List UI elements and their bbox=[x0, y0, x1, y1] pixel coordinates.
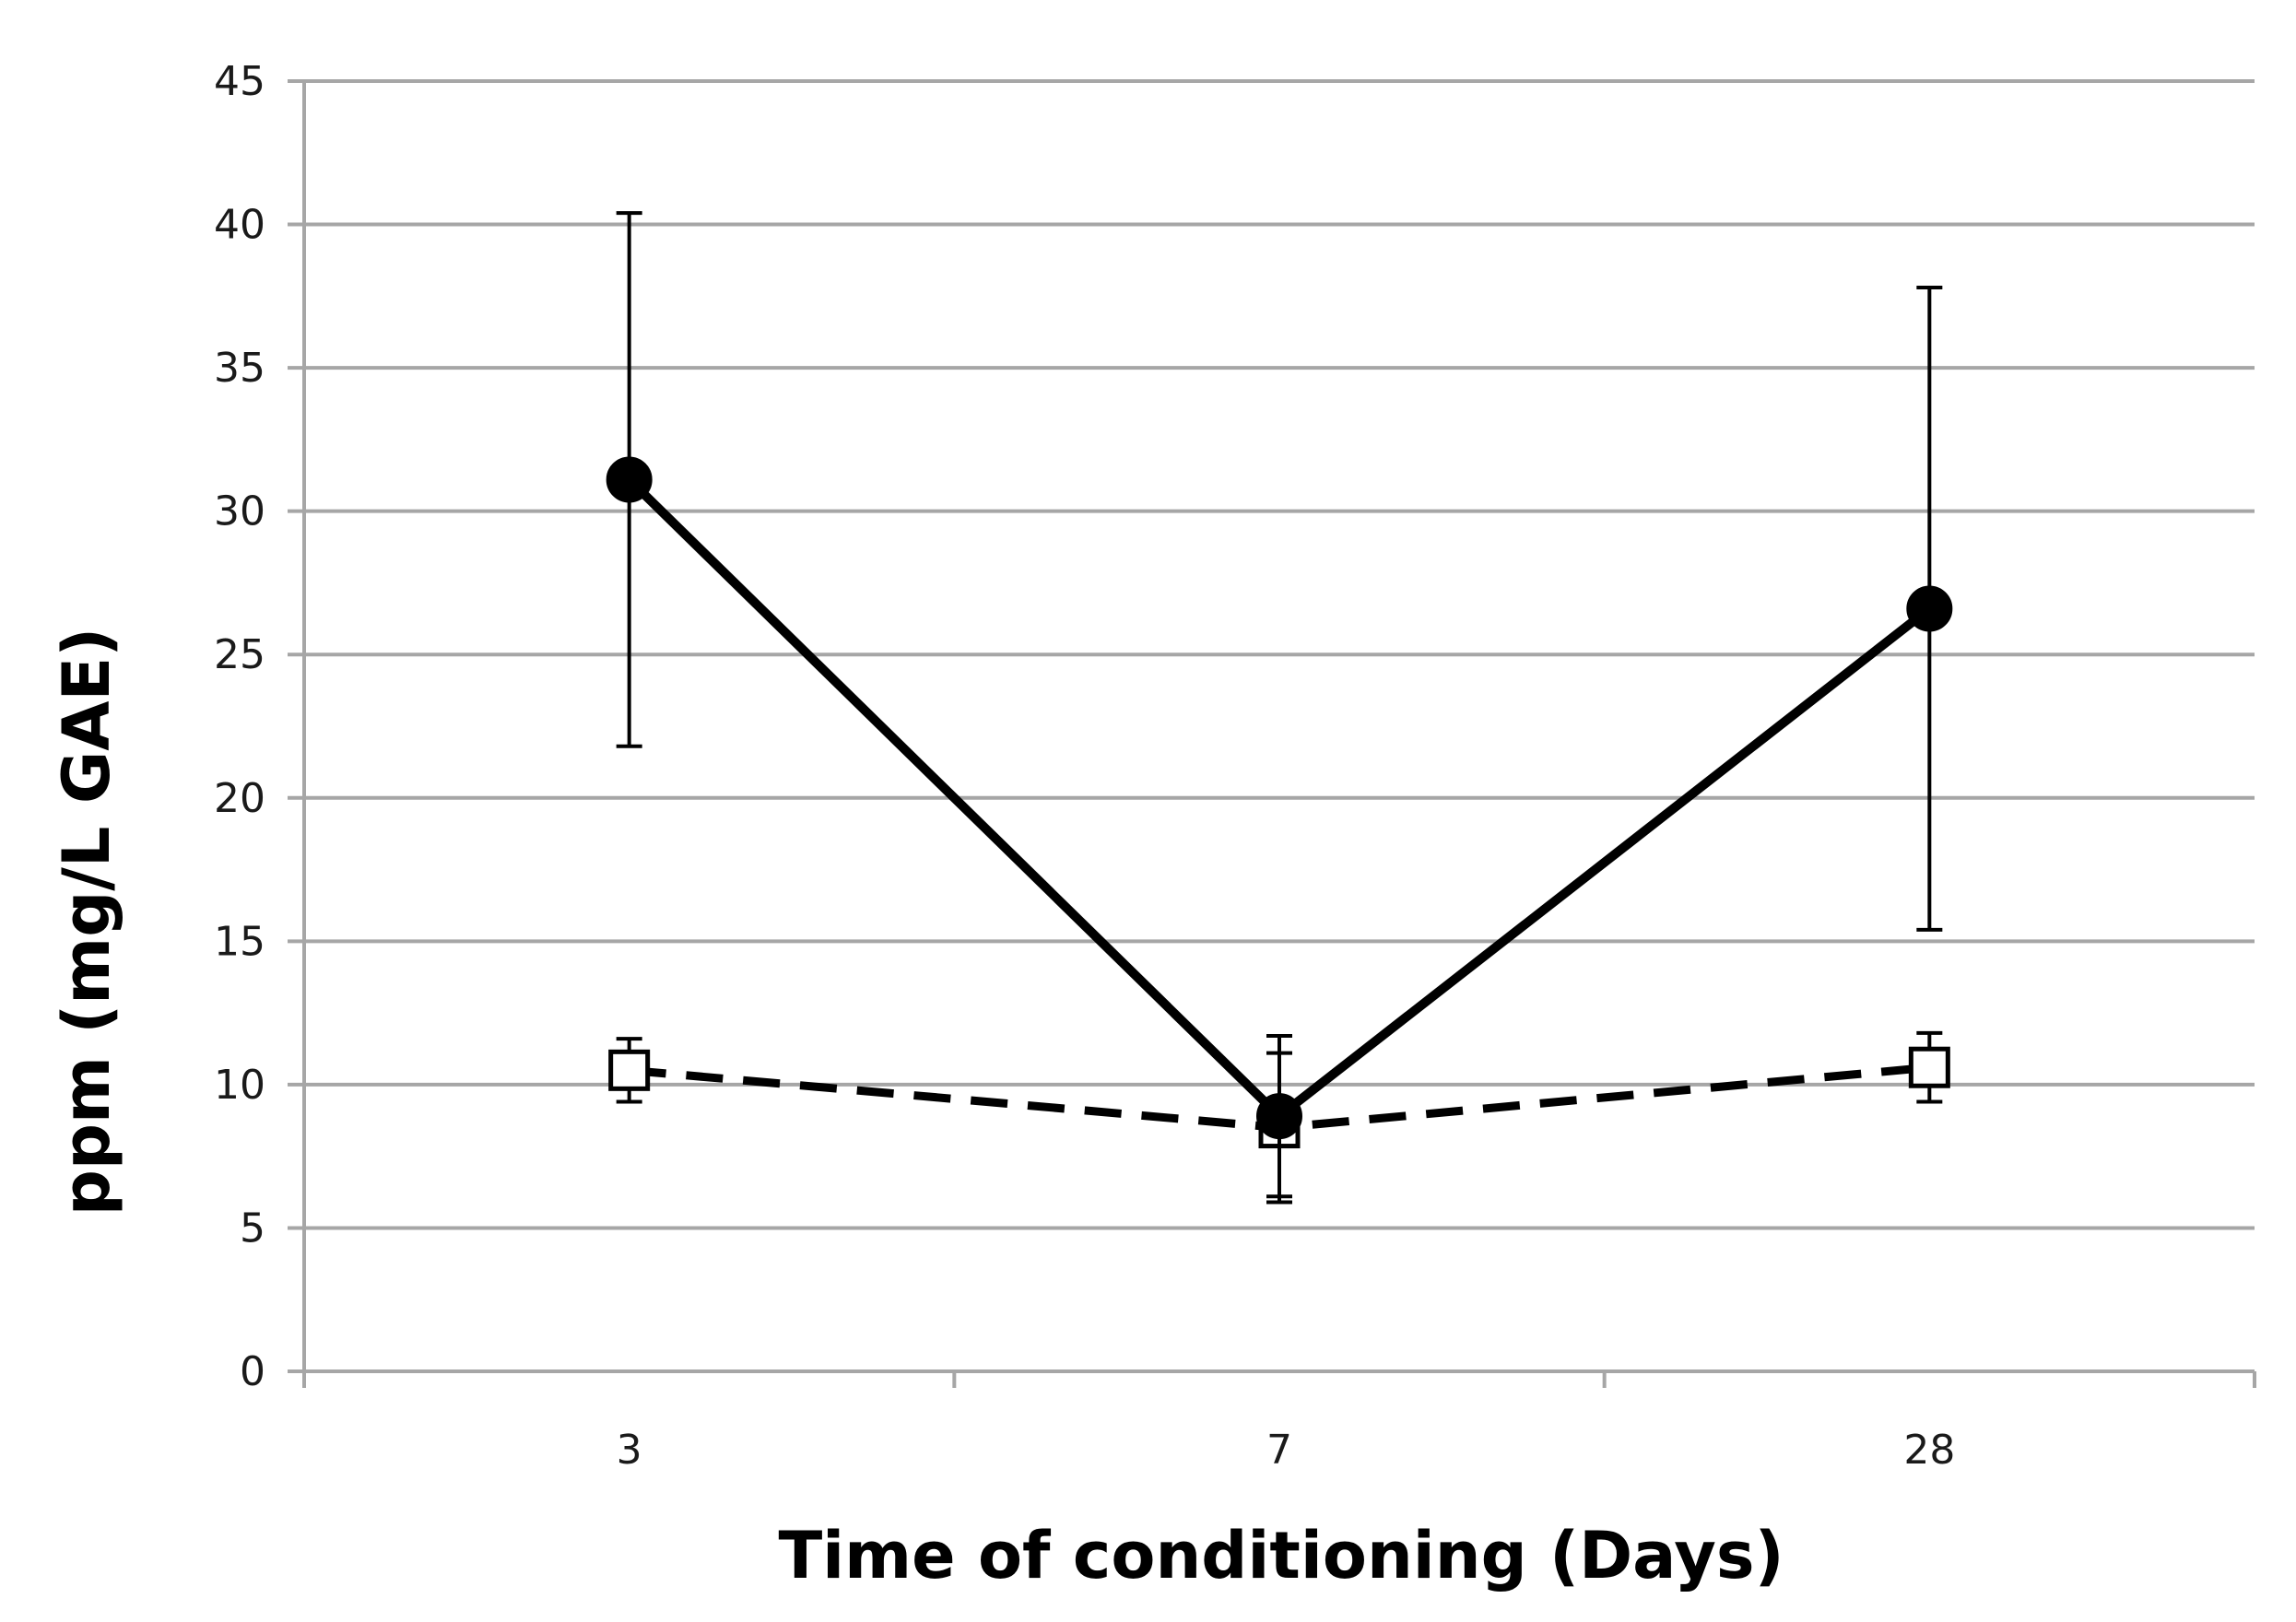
y-tick-label-15: 15 bbox=[214, 918, 265, 965]
axes bbox=[288, 79, 2256, 1388]
y-tick-label-10: 10 bbox=[214, 1062, 265, 1109]
y-tick-label-5: 5 bbox=[240, 1205, 265, 1252]
y-tick-label-0: 0 bbox=[240, 1348, 265, 1395]
data-series bbox=[606, 211, 1953, 1205]
y-tick-label-40: 40 bbox=[214, 202, 265, 249]
x-tick-label-3: 3 bbox=[617, 1427, 642, 1474]
x-axis-title: Time of conditioning (Days) bbox=[778, 1518, 1784, 1593]
series-2-point-28 bbox=[1908, 1046, 1950, 1088]
y-tick-label-35: 35 bbox=[214, 345, 265, 392]
y-tick-labels: 0 5 10 15 20 25 30 35 40 45 bbox=[214, 58, 265, 1395]
series-1-point-3 bbox=[606, 456, 653, 503]
y-tick-label-45: 45 bbox=[214, 58, 265, 105]
series-1 bbox=[606, 211, 1953, 1199]
series-1-point-28 bbox=[1906, 585, 1953, 632]
x-tick-label-7: 7 bbox=[1266, 1427, 1292, 1474]
y-tick-label-30: 30 bbox=[214, 488, 265, 535]
x-tick-labels: 3 7 28 bbox=[617, 1427, 1956, 1474]
series-1-point-7 bbox=[1256, 1093, 1302, 1140]
y-tick-label-20: 20 bbox=[214, 775, 265, 822]
series-2-point-3 bbox=[608, 1049, 651, 1091]
y-axis-title: ppm (mg/L GAE) bbox=[49, 628, 124, 1216]
x-tick-label-28: 28 bbox=[1903, 1427, 1955, 1474]
y-tick-label-25: 25 bbox=[214, 631, 265, 678]
